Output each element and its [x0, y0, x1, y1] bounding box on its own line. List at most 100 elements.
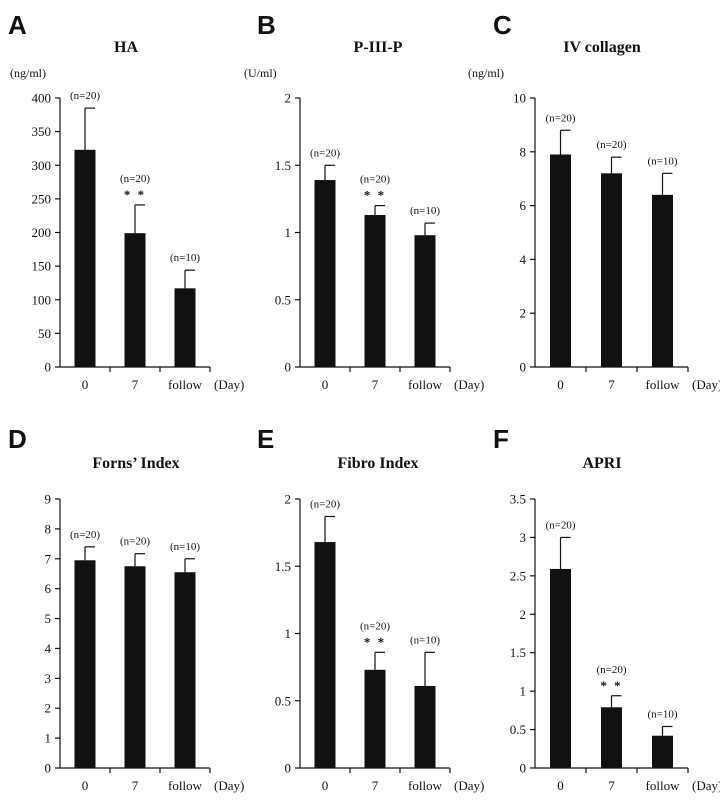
- panel-letter: C: [493, 10, 512, 40]
- y-tick-label: 0: [45, 761, 52, 776]
- x-tick-label: follow: [646, 377, 681, 392]
- sample-size-label: (n=20): [310, 147, 340, 159]
- sample-size-label: (n=20): [545, 519, 575, 531]
- y-tick-label: 4: [520, 252, 527, 267]
- y-tick-label: 0.5: [510, 722, 526, 737]
- y-tick-label: 0: [285, 360, 292, 375]
- bar: [174, 572, 196, 768]
- sample-size-label: (n=10): [410, 205, 440, 217]
- y-tick-label: 2: [45, 701, 52, 716]
- chart-title: Forns’ Index: [92, 455, 179, 472]
- y-tick-label: 1: [285, 225, 292, 240]
- y-tick-label: 400: [32, 91, 52, 106]
- bar: [314, 542, 336, 768]
- x-axis-label: (Day): [454, 778, 484, 793]
- chart-title: HA: [114, 39, 138, 56]
- x-tick-label: 7: [608, 377, 615, 392]
- x-axis-label: (Day): [692, 778, 720, 793]
- bar: [74, 149, 96, 367]
- y-tick-label: 6: [520, 198, 527, 213]
- sample-size-label: (n=20): [596, 664, 626, 676]
- y-tick-label: 250: [32, 191, 52, 206]
- y-tick-label: 150: [32, 259, 52, 274]
- y-tick-label: 100: [32, 292, 52, 307]
- x-axis-label: (Day): [214, 377, 244, 392]
- bar: [314, 180, 336, 367]
- sample-size-label: (n=20): [120, 536, 150, 548]
- x-axis-label: (Day): [692, 377, 720, 392]
- sample-size-label: (n=20): [360, 620, 390, 632]
- y-tick-label: 2: [285, 91, 292, 106]
- sample-size-label: (n=20): [70, 529, 100, 541]
- x-tick-label: 7: [608, 778, 615, 793]
- y-tick-label: 0: [285, 761, 292, 776]
- significance-label: * *: [600, 678, 622, 693]
- significance-label: * *: [364, 188, 386, 203]
- y-tick-label: 1.5: [510, 645, 526, 660]
- panel-letter: D: [8, 424, 27, 454]
- x-tick-label: follow: [408, 377, 443, 392]
- bar: [550, 154, 571, 367]
- y-tick-label: 7: [45, 551, 52, 566]
- y-tick-label: 0.5: [275, 693, 291, 708]
- bar: [652, 735, 673, 768]
- x-tick-label: 7: [372, 778, 379, 793]
- y-tick-label: 8: [45, 521, 52, 536]
- y-tick-label: 1: [45, 731, 52, 746]
- chart-title: IV collagen: [563, 39, 641, 56]
- y-tick-label: 3: [45, 671, 52, 686]
- chart-title: APRI: [582, 455, 621, 472]
- panel-letter: B: [257, 10, 276, 40]
- y-tick-label: 3: [520, 530, 527, 545]
- sample-size-label: (n=10): [170, 252, 200, 264]
- panel-letter: F: [493, 424, 509, 454]
- sample-size-label: (n=10): [410, 634, 440, 646]
- y-tick-label: 200: [32, 225, 52, 240]
- y-tick-label: 0: [520, 761, 527, 776]
- panel-letter: A: [8, 10, 27, 40]
- y-tick-label: 10: [513, 91, 526, 106]
- y-tick-label: 300: [32, 158, 52, 173]
- significance-label: * *: [124, 187, 146, 202]
- sample-size-label: (n=20): [120, 173, 150, 185]
- y-tick-label: 2: [520, 306, 527, 321]
- y-tick-label: 2: [285, 492, 292, 507]
- y-tick-label: 2.5: [510, 568, 526, 583]
- x-tick-label: 7: [132, 377, 139, 392]
- x-axis-label: (Day): [214, 778, 244, 793]
- bar: [652, 194, 673, 367]
- bar: [124, 566, 146, 768]
- x-tick-label: 0: [557, 377, 564, 392]
- x-tick-label: 0: [557, 778, 564, 793]
- sample-size-label: (n=10): [647, 708, 677, 720]
- x-tick-label: follow: [168, 377, 203, 392]
- y-tick-label: 6: [45, 581, 52, 596]
- panel-letter: E: [257, 424, 274, 454]
- x-tick-label: follow: [646, 778, 681, 793]
- bar: [414, 685, 436, 768]
- y-tick-label: 1.5: [275, 559, 291, 574]
- bar: [601, 707, 622, 768]
- bar: [364, 669, 386, 768]
- x-tick-label: 0: [322, 778, 329, 793]
- x-tick-label: 7: [132, 778, 139, 793]
- bar: [74, 560, 96, 768]
- y-tick-label: 350: [32, 124, 52, 139]
- y-tick-label: 5: [45, 611, 52, 626]
- sample-size-label: (n=10): [170, 541, 200, 553]
- bar: [414, 235, 436, 367]
- sample-size-label: (n=20): [596, 139, 626, 151]
- chart-title: P-III-P: [354, 39, 403, 56]
- sample-size-label: (n=20): [545, 112, 575, 124]
- significance-label: * *: [364, 634, 386, 649]
- sample-size-label: (n=20): [360, 174, 390, 186]
- x-tick-label: 0: [82, 377, 89, 392]
- x-tick-label: follow: [408, 778, 443, 793]
- y-tick-label: 2: [520, 607, 527, 622]
- y-tick-label: 8: [520, 144, 527, 159]
- y-axis-unit: (U/ml): [244, 66, 277, 80]
- x-axis-label: (Day): [454, 377, 484, 392]
- y-tick-label: 0: [45, 360, 52, 375]
